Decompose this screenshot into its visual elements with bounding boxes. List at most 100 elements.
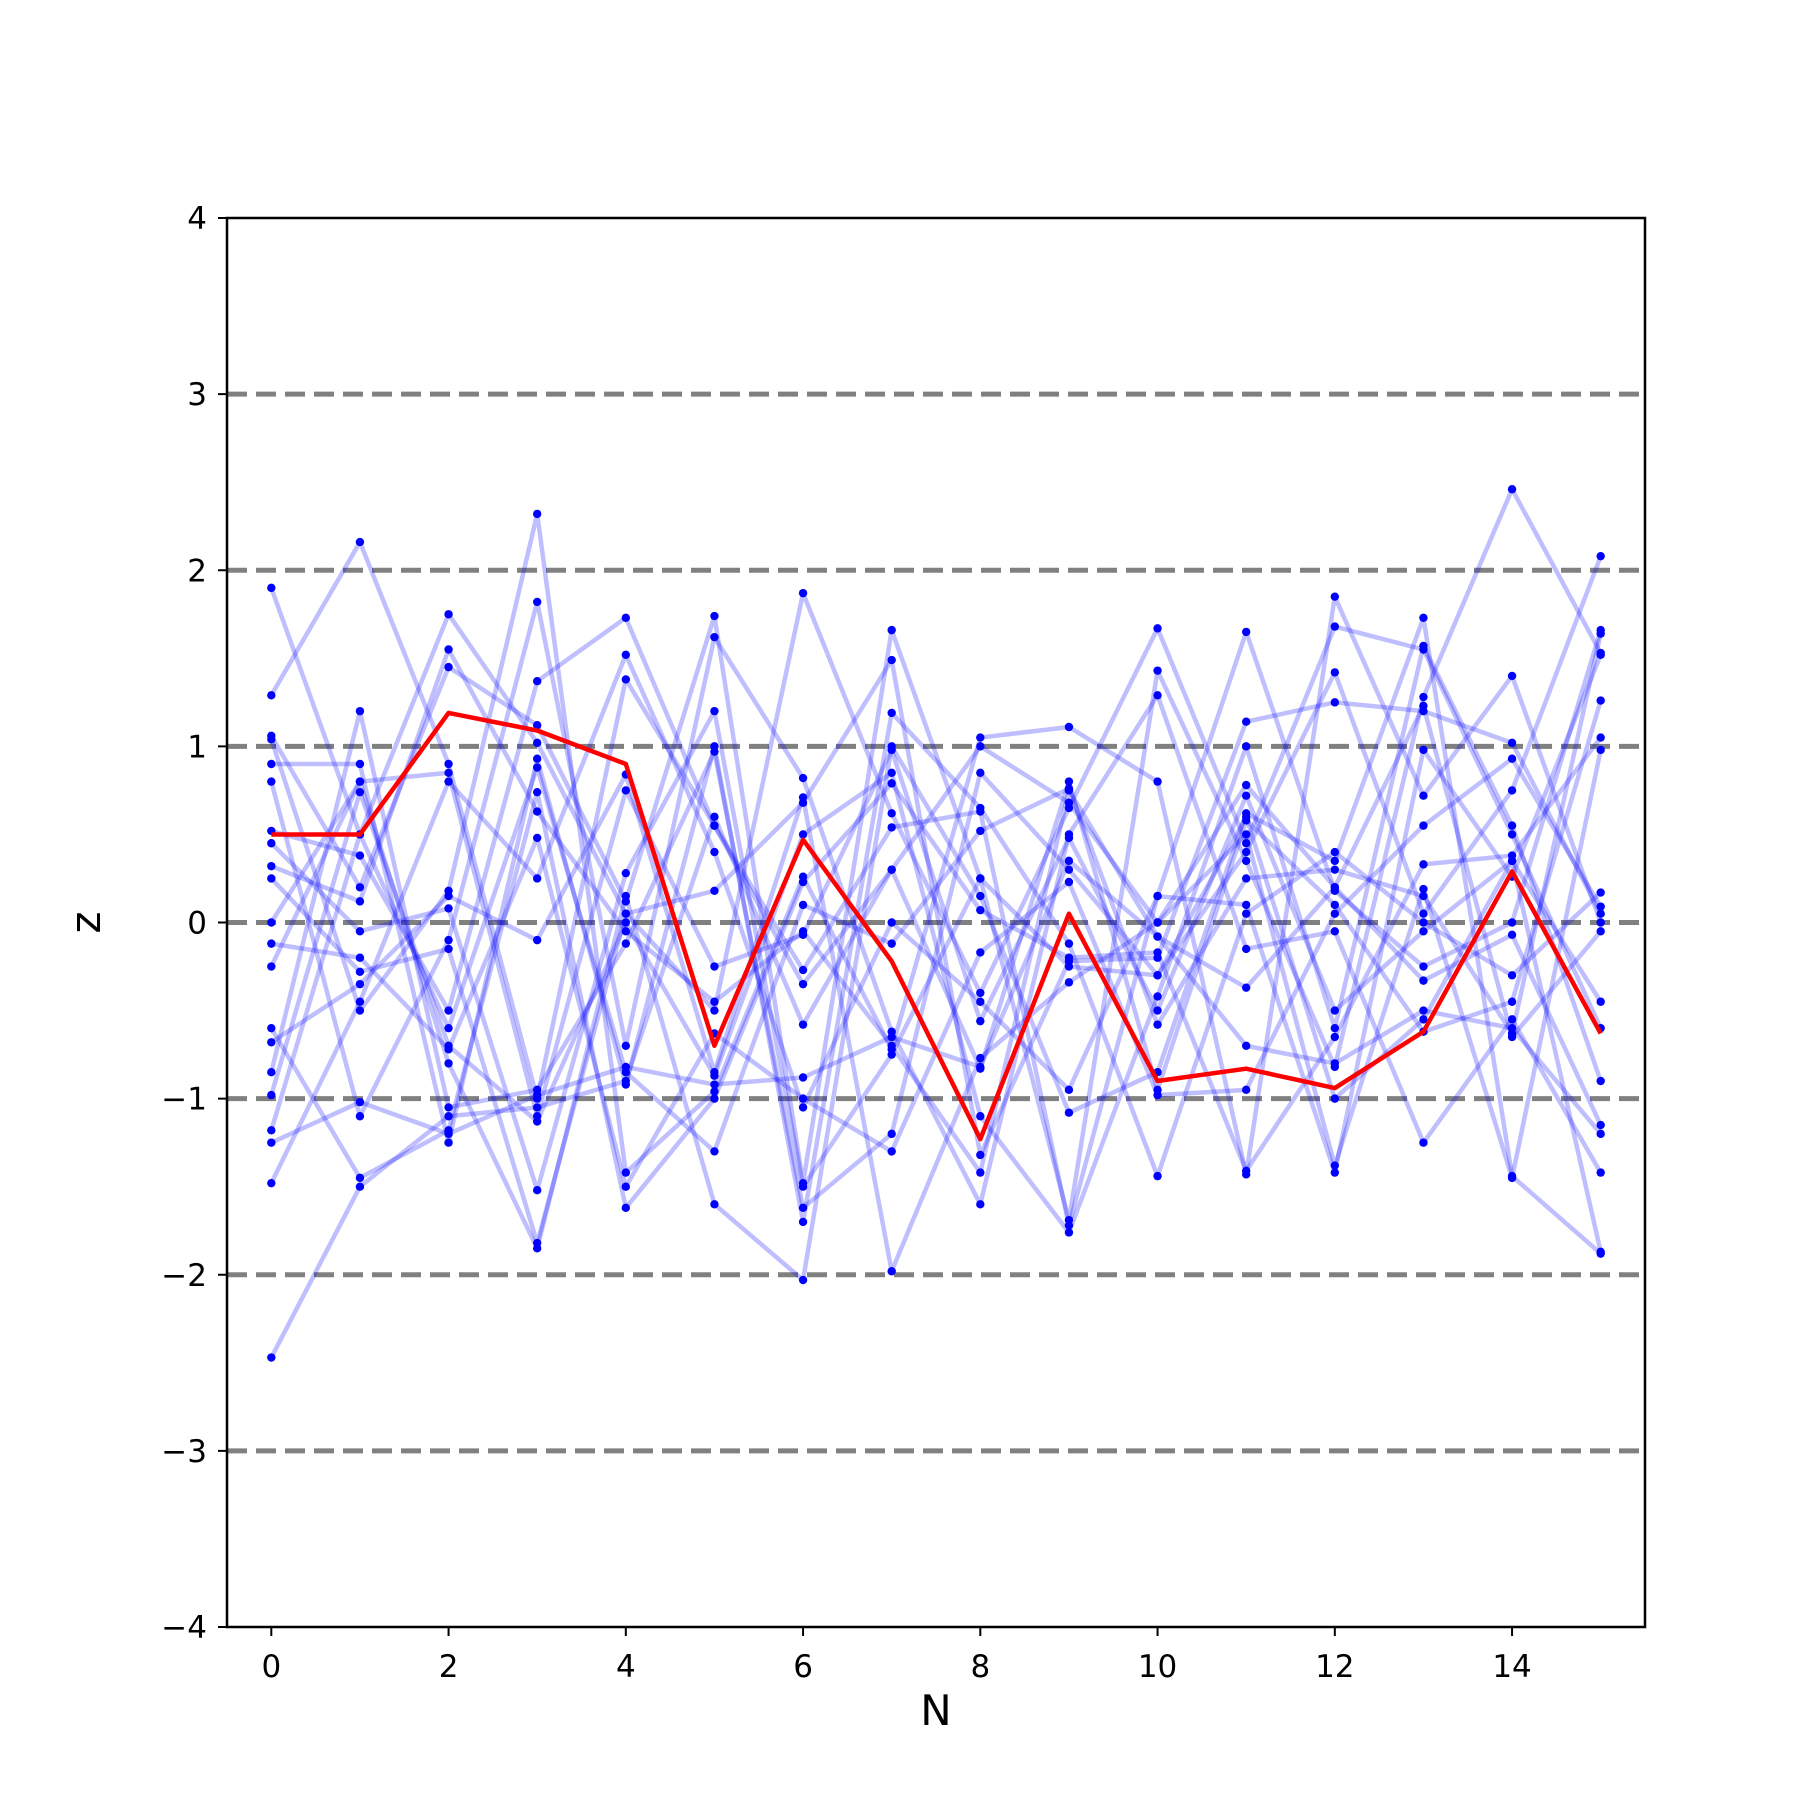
trajectory-point: [267, 1090, 276, 1100]
trajectory-point: [1596, 918, 1605, 927]
highlight-line: [271, 710, 1603, 1142]
trajectory-point: [1419, 613, 1428, 623]
trajectory-point: [1330, 1059, 1340, 1068]
trajectory-point: [1596, 997, 1605, 1006]
trajectory-point: [355, 706, 365, 716]
trajectory-point: [355, 1112, 365, 1121]
highlight-series: [271, 710, 1603, 1142]
trajectory-line: [269, 539, 1603, 1101]
trajectory-point: [267, 777, 276, 786]
trajectory-point: [1064, 777, 1074, 786]
x-tick-label: 2: [439, 1649, 459, 1685]
trajectory-point: [1507, 918, 1517, 927]
trajectory-point: [710, 886, 719, 895]
trajectory-point: [1064, 1221, 1074, 1230]
trajectory-point: [887, 1129, 896, 1139]
trajectory-line: [270, 647, 1603, 1175]
trajectory-point: [444, 645, 453, 654]
trajectory-point: [1330, 668, 1340, 677]
trajectory-point: [1064, 978, 1074, 987]
trajectory-point: [1064, 939, 1074, 948]
trajectory-point: [976, 1053, 985, 1063]
trajectory-point: [1330, 1168, 1340, 1177]
x-tick-label: 4: [616, 1649, 636, 1685]
trajectory-point: [1241, 944, 1251, 954]
trajectory-line: [270, 749, 1603, 1274]
trajectory-point: [1507, 485, 1517, 494]
trajectory-point: [798, 877, 808, 887]
trajectory-point: [710, 1147, 719, 1156]
reference-lines: [227, 391, 1645, 1454]
trajectory-point: [710, 847, 719, 857]
y-tick-label: −4: [161, 1610, 207, 1646]
trajectory-point: [976, 997, 985, 1006]
trajectory-point: [621, 918, 631, 927]
trajectory-point: [798, 1073, 808, 1082]
trajectory-point: [532, 1117, 542, 1126]
trajectory-point: [621, 1062, 631, 1072]
y-tick-label: −2: [161, 1258, 207, 1294]
trajectory-point: [355, 759, 365, 769]
trajectory-point: [1330, 900, 1340, 910]
trajectory-point: [1153, 1006, 1162, 1015]
trajectory-line: [269, 736, 1603, 1211]
trajectory-point: [267, 759, 276, 769]
trajectory-point: [976, 733, 985, 742]
trajectory-point: [710, 747, 719, 756]
trajectory-point: [710, 1094, 719, 1103]
trajectory-point: [798, 1203, 808, 1213]
trajectory-point: [532, 721, 542, 730]
trajectory-point: [798, 930, 808, 940]
trajectory-point: [267, 839, 276, 848]
trajectory-point: [621, 1041, 631, 1050]
trajectory-point: [976, 891, 985, 901]
trajectory-point: [1507, 1032, 1517, 1042]
trajectory-point: [621, 868, 631, 878]
trajectory-point: [1507, 754, 1517, 763]
trajectory-point: [1330, 856, 1340, 866]
trajectory-point: [1153, 666, 1162, 675]
trajectory-point: [1596, 1168, 1605, 1177]
trajectory-line: [269, 744, 1603, 1359]
trajectory-point: [621, 613, 631, 623]
trajectory-point: [1153, 971, 1162, 980]
trajectory-points: [267, 485, 1605, 1362]
trajectory-point: [976, 1016, 985, 1026]
trajectory-point: [444, 662, 453, 672]
trajectory-point: [1419, 745, 1428, 755]
trajectory-point: [444, 610, 453, 619]
trajectory-point: [1419, 821, 1428, 830]
trajectory-point: [710, 1080, 719, 1089]
trajectory-point: [267, 1138, 276, 1147]
trajectory-point: [1064, 1085, 1074, 1095]
trajectory-lines: [269, 486, 1603, 1359]
trajectory-point: [976, 742, 985, 751]
trajectory-point: [1507, 971, 1517, 980]
trajectory-point: [1241, 856, 1251, 866]
trajectory-point: [1419, 701, 1428, 711]
trajectory-point: [1507, 1015, 1517, 1024]
trajectory-point: [355, 1182, 365, 1191]
trajectory-point: [355, 927, 365, 936]
trajectory-point: [798, 830, 808, 839]
trajectory-point: [798, 1275, 808, 1285]
trajectory-line: [269, 511, 1603, 1177]
trajectory-point: [1241, 1166, 1251, 1176]
trajectory-point: [798, 1217, 808, 1227]
trajectory-point: [887, 655, 896, 665]
trajectory-point: [1330, 1161, 1340, 1170]
trajectory-point: [355, 1006, 365, 1015]
trajectory-point: [532, 935, 542, 945]
trajectory-point: [798, 773, 808, 783]
trajectory-point: [444, 759, 453, 769]
trajectory-point: [1419, 1138, 1428, 1147]
trajectory-point: [1064, 1228, 1074, 1237]
trajectory-point: [1419, 927, 1428, 936]
trajectory-point: [1596, 1247, 1605, 1257]
trajectory-point: [621, 909, 631, 918]
trajectory-point: [887, 918, 896, 927]
trajectory-point: [532, 807, 542, 816]
y-tick-label: 2: [187, 553, 207, 589]
